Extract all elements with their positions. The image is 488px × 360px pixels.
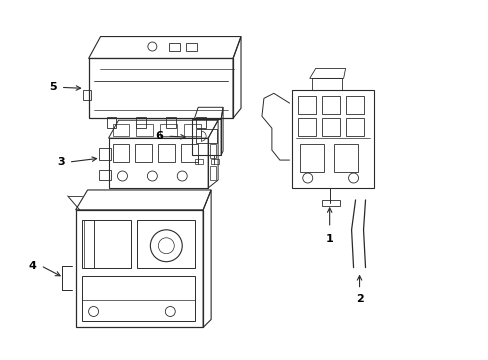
Bar — [112, 124, 129, 136]
Bar — [82, 90, 90, 100]
Bar — [210, 144, 216, 158]
Bar — [321, 118, 339, 136]
Text: 2: 2 — [355, 293, 363, 303]
Bar — [195, 159, 203, 164]
Bar — [186, 42, 197, 50]
Bar — [169, 42, 180, 50]
Bar — [181, 144, 198, 162]
Bar — [291, 90, 373, 188]
Bar — [345, 118, 363, 136]
Text: 5: 5 — [49, 82, 57, 93]
Bar — [99, 148, 110, 160]
Text: 4: 4 — [29, 261, 37, 271]
Bar — [196, 129, 217, 143]
Bar — [297, 96, 315, 114]
Bar — [333, 144, 357, 172]
Bar — [297, 118, 315, 136]
Bar — [160, 124, 177, 136]
Text: 1: 1 — [325, 234, 333, 244]
Text: 3: 3 — [57, 157, 64, 167]
Bar — [166, 117, 176, 128]
Bar — [81, 220, 131, 268]
Bar — [88, 58, 233, 118]
Bar — [211, 159, 219, 164]
Bar — [112, 144, 129, 162]
Bar — [158, 144, 175, 162]
Bar — [99, 170, 110, 180]
Bar — [196, 117, 206, 128]
Bar — [135, 144, 152, 162]
Bar — [210, 166, 216, 180]
Bar — [321, 96, 339, 114]
Bar — [81, 276, 195, 321]
Bar — [137, 220, 195, 268]
Bar — [108, 138, 208, 188]
Bar — [299, 144, 323, 172]
Bar — [184, 124, 201, 136]
Bar — [136, 124, 153, 136]
Bar — [106, 117, 116, 128]
Bar — [76, 210, 203, 328]
Bar — [192, 119, 221, 155]
Bar — [311, 78, 341, 90]
Bar — [83, 220, 93, 268]
Bar — [321, 200, 339, 206]
Bar — [136, 117, 146, 128]
Bar — [345, 96, 363, 114]
Text: 6: 6 — [155, 131, 163, 141]
